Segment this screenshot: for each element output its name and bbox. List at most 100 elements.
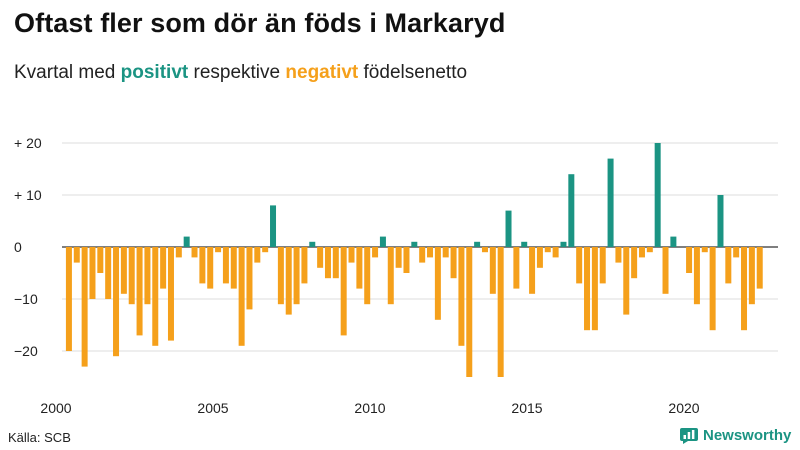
chart-title: Oftast fler som dör än föds i Markaryd	[14, 8, 506, 38]
brand-name: Newsworthy	[703, 427, 792, 444]
bar-36	[348, 247, 355, 263]
bar-35	[340, 247, 347, 336]
bar-27	[277, 247, 284, 305]
bar-23	[246, 247, 253, 310]
bar-83	[717, 195, 724, 247]
bar-51	[466, 247, 473, 377]
bar-37	[356, 247, 363, 289]
source-note: Källa: SCB	[8, 430, 71, 445]
bar-29	[293, 247, 300, 305]
bar-65	[576, 247, 583, 284]
y-tick-label: + 20	[14, 135, 42, 151]
y-tick-label: −10	[14, 291, 38, 307]
bar-10	[144, 247, 151, 305]
bar-57	[513, 247, 520, 289]
bar-30	[301, 247, 308, 284]
bar-73	[638, 247, 645, 258]
bar-47	[434, 247, 441, 320]
y-tick-label: −20	[14, 343, 38, 359]
bar-76	[662, 247, 669, 294]
chart-logo-icon	[680, 427, 698, 444]
bar-22	[238, 247, 245, 346]
bars	[65, 143, 763, 377]
bar-45	[419, 247, 426, 263]
subtitle-middle: respektive	[193, 62, 281, 83]
bar-39	[372, 247, 379, 258]
bar-42	[395, 247, 402, 268]
bar-3	[89, 247, 96, 299]
x-tick-label: 2010	[354, 400, 385, 416]
bar-43	[403, 247, 410, 273]
bar-80	[693, 247, 700, 305]
bar-60	[536, 247, 543, 268]
bar-44	[411, 241, 418, 247]
y-tick-label: + 10	[14, 187, 42, 203]
bar-34	[332, 247, 339, 279]
bar-84	[725, 247, 732, 284]
bar-48	[442, 247, 449, 258]
bar-41	[387, 247, 394, 305]
bar-82	[709, 247, 716, 331]
bar-24	[254, 247, 261, 263]
bar-17	[199, 247, 206, 284]
bar-62	[552, 247, 559, 258]
bar-18	[207, 247, 214, 289]
x-tick-label: 2005	[197, 400, 228, 416]
bar-69	[607, 158, 614, 247]
bar-75	[654, 143, 661, 247]
bar-5	[105, 247, 112, 299]
bar-53	[481, 247, 488, 253]
subtitle-suffix: födelsenetto	[363, 62, 468, 83]
bar-56	[505, 210, 512, 247]
bar-38	[364, 247, 371, 305]
bar-40	[379, 236, 386, 247]
bar-13	[167, 247, 174, 341]
bar-15	[183, 236, 190, 247]
subtitle-prefix: Kvartal med	[14, 62, 116, 83]
newsworthy-logo: Newsworthy	[680, 427, 791, 444]
bar-64	[568, 174, 575, 247]
bar-28	[285, 247, 292, 315]
bar-77	[670, 236, 677, 247]
bar-8	[128, 247, 135, 305]
bar-9	[136, 247, 143, 336]
bar-16	[191, 247, 198, 258]
bar-0	[65, 247, 72, 351]
bar-31	[309, 241, 316, 247]
bar-1	[73, 247, 80, 263]
bar-70	[615, 247, 622, 263]
bar-58	[521, 241, 528, 247]
x-tick-label: 2000	[40, 400, 71, 416]
bar-32	[317, 247, 324, 268]
bar-72	[631, 247, 638, 279]
bar-59	[529, 247, 536, 294]
bar-61	[544, 247, 551, 253]
chart-subtitle: Kvartal med positivt respektive negativt…	[14, 62, 467, 84]
bar-50	[458, 247, 465, 346]
bar-26	[270, 205, 277, 247]
y-tick-label: 0	[14, 239, 22, 255]
bar-4	[97, 247, 104, 273]
bar-85	[733, 247, 740, 258]
bar-79	[686, 247, 693, 273]
bar-74	[646, 247, 653, 253]
x-tick-label: 2015	[511, 400, 542, 416]
bar-12	[160, 247, 167, 289]
bar-71	[623, 247, 630, 315]
bar-14	[175, 247, 182, 258]
bar-87	[748, 247, 755, 305]
bar-2	[81, 247, 88, 367]
subtitle-positive-word: positivt	[120, 62, 189, 83]
subtitle-negative-word: negativt	[285, 62, 359, 83]
bar-55	[497, 247, 504, 377]
bar-21	[230, 247, 237, 289]
bar-81	[701, 247, 708, 253]
x-tick-label: 2020	[668, 400, 699, 416]
bar-49	[450, 247, 457, 279]
bar-7	[120, 247, 127, 294]
axis-labels: + 20 + 10 0 −10 −20 2000 2005 2010 2015 2020	[14, 135, 700, 416]
bar-20	[222, 247, 229, 284]
bar-19	[215, 247, 222, 253]
bar-86	[741, 247, 748, 331]
